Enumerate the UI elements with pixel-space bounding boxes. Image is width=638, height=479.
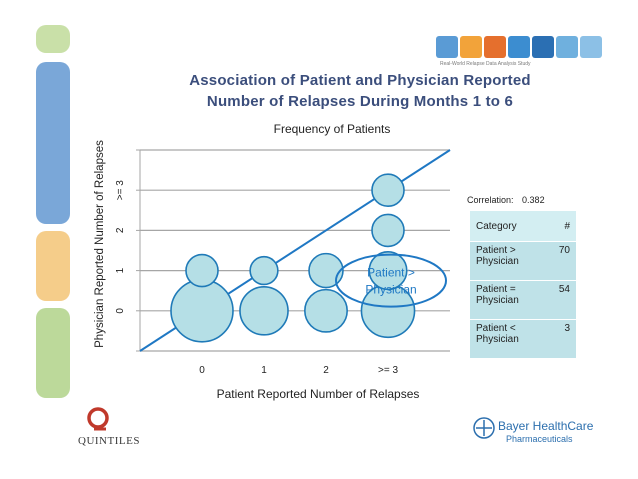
bayer-healthcare-text: Bayer HealthCare: [498, 419, 594, 433]
bubble: [185, 253, 219, 288]
bubble: [371, 213, 405, 248]
x-axis-label: Patient Reported Number of Relapses: [217, 387, 420, 401]
y-tick-label: 2: [115, 227, 126, 233]
table-header-category: Category: [470, 210, 542, 242]
x-tick-label: 2: [323, 365, 329, 376]
logo-square-6: [556, 36, 578, 58]
correlation-readout: Correlation: 0.382: [467, 195, 545, 205]
side-tab-blue: [36, 62, 70, 224]
annotation-text-line1: Patient >: [367, 266, 415, 280]
y-axis-label: Physician Reported Number of Relapses: [94, 140, 106, 348]
correlation-value: 0.382: [522, 195, 545, 205]
annotation-text-line2: Physician: [365, 283, 416, 297]
bubble: [308, 252, 344, 289]
table-cell-category: Patient < Physician: [470, 319, 542, 358]
x-tick-label: >= 3: [378, 365, 398, 376]
quintiles-wordmark: QUINTILES: [78, 435, 140, 447]
table-header-count: #: [542, 210, 576, 242]
side-tab-orange: [36, 231, 70, 301]
annotation-ellipse: [335, 253, 447, 308]
bubble: [368, 251, 408, 291]
table-cell-count: 70: [542, 241, 576, 281]
bubble: [170, 278, 234, 343]
category-line2: Physician: [476, 334, 519, 345]
category-line2: Physician: [476, 295, 519, 306]
x-tick-label: 0: [199, 365, 205, 376]
quintiles-logo: QUINTILES: [78, 405, 139, 447]
category-line2: Physician: [476, 256, 519, 267]
chart-title: Frequency of Patients: [274, 122, 391, 136]
category-table: Category # Patient > Physician 70 Patient…: [470, 210, 576, 358]
side-tab-green-bottom: [36, 308, 70, 398]
x-tick-labels: 0 1 2 >= 3: [199, 365, 398, 376]
table-cell-count: 54: [542, 280, 576, 320]
y-tick-label: 1: [115, 267, 126, 273]
category-line1: Patient =: [476, 284, 516, 295]
logo-square-2: [460, 36, 482, 58]
y-tick-label: 0: [115, 308, 126, 314]
bayer-cross-icon: [473, 417, 495, 439]
bubble: [249, 255, 279, 286]
category-line1: Patient <: [476, 323, 516, 334]
study-logo-tagline: Real-World Relapse Data Analysis Study: [440, 61, 531, 67]
table-header-row: Category #: [470, 210, 576, 242]
y-tick-labels: 0 1 2 >= 3: [115, 180, 126, 314]
logo-square-1: [436, 36, 458, 58]
bubble-layer: [170, 173, 416, 343]
quintiles-q-icon: [87, 407, 109, 431]
logo-square-3: [484, 36, 506, 58]
bubble: [304, 288, 348, 333]
y-tick-label: >= 3: [115, 180, 126, 200]
bubble: [371, 173, 405, 208]
bubble: [239, 285, 289, 336]
side-tab-green-top: [36, 25, 70, 53]
table-row: Patient > Physician 70: [470, 241, 576, 281]
correlation-label: Correlation:: [467, 195, 514, 205]
slide-title-line2: Number of Relapses During Months 1 to 6: [206, 93, 514, 110]
slide-title-line1: Association of Patient and Physician Rep…: [189, 72, 531, 89]
bayer-logo: Bayer HealthCare Pharmaceuticals: [472, 416, 593, 445]
table-cell-count: 3: [542, 319, 576, 358]
table-cell-category: Patient = Physician: [470, 280, 542, 320]
table-row: Patient = Physician 54: [470, 280, 576, 320]
logo-square-5: [532, 36, 554, 58]
logo-square-7: [580, 36, 602, 58]
x-tick-label: 1: [261, 365, 267, 376]
table-cell-category: Patient > Physician: [470, 241, 542, 281]
logo-square-4: [508, 36, 530, 58]
table-row: Patient < Physician 3: [470, 319, 576, 358]
category-line1: Patient >: [476, 245, 516, 256]
bayer-pharma-text: Pharmaceuticals: [506, 434, 573, 444]
